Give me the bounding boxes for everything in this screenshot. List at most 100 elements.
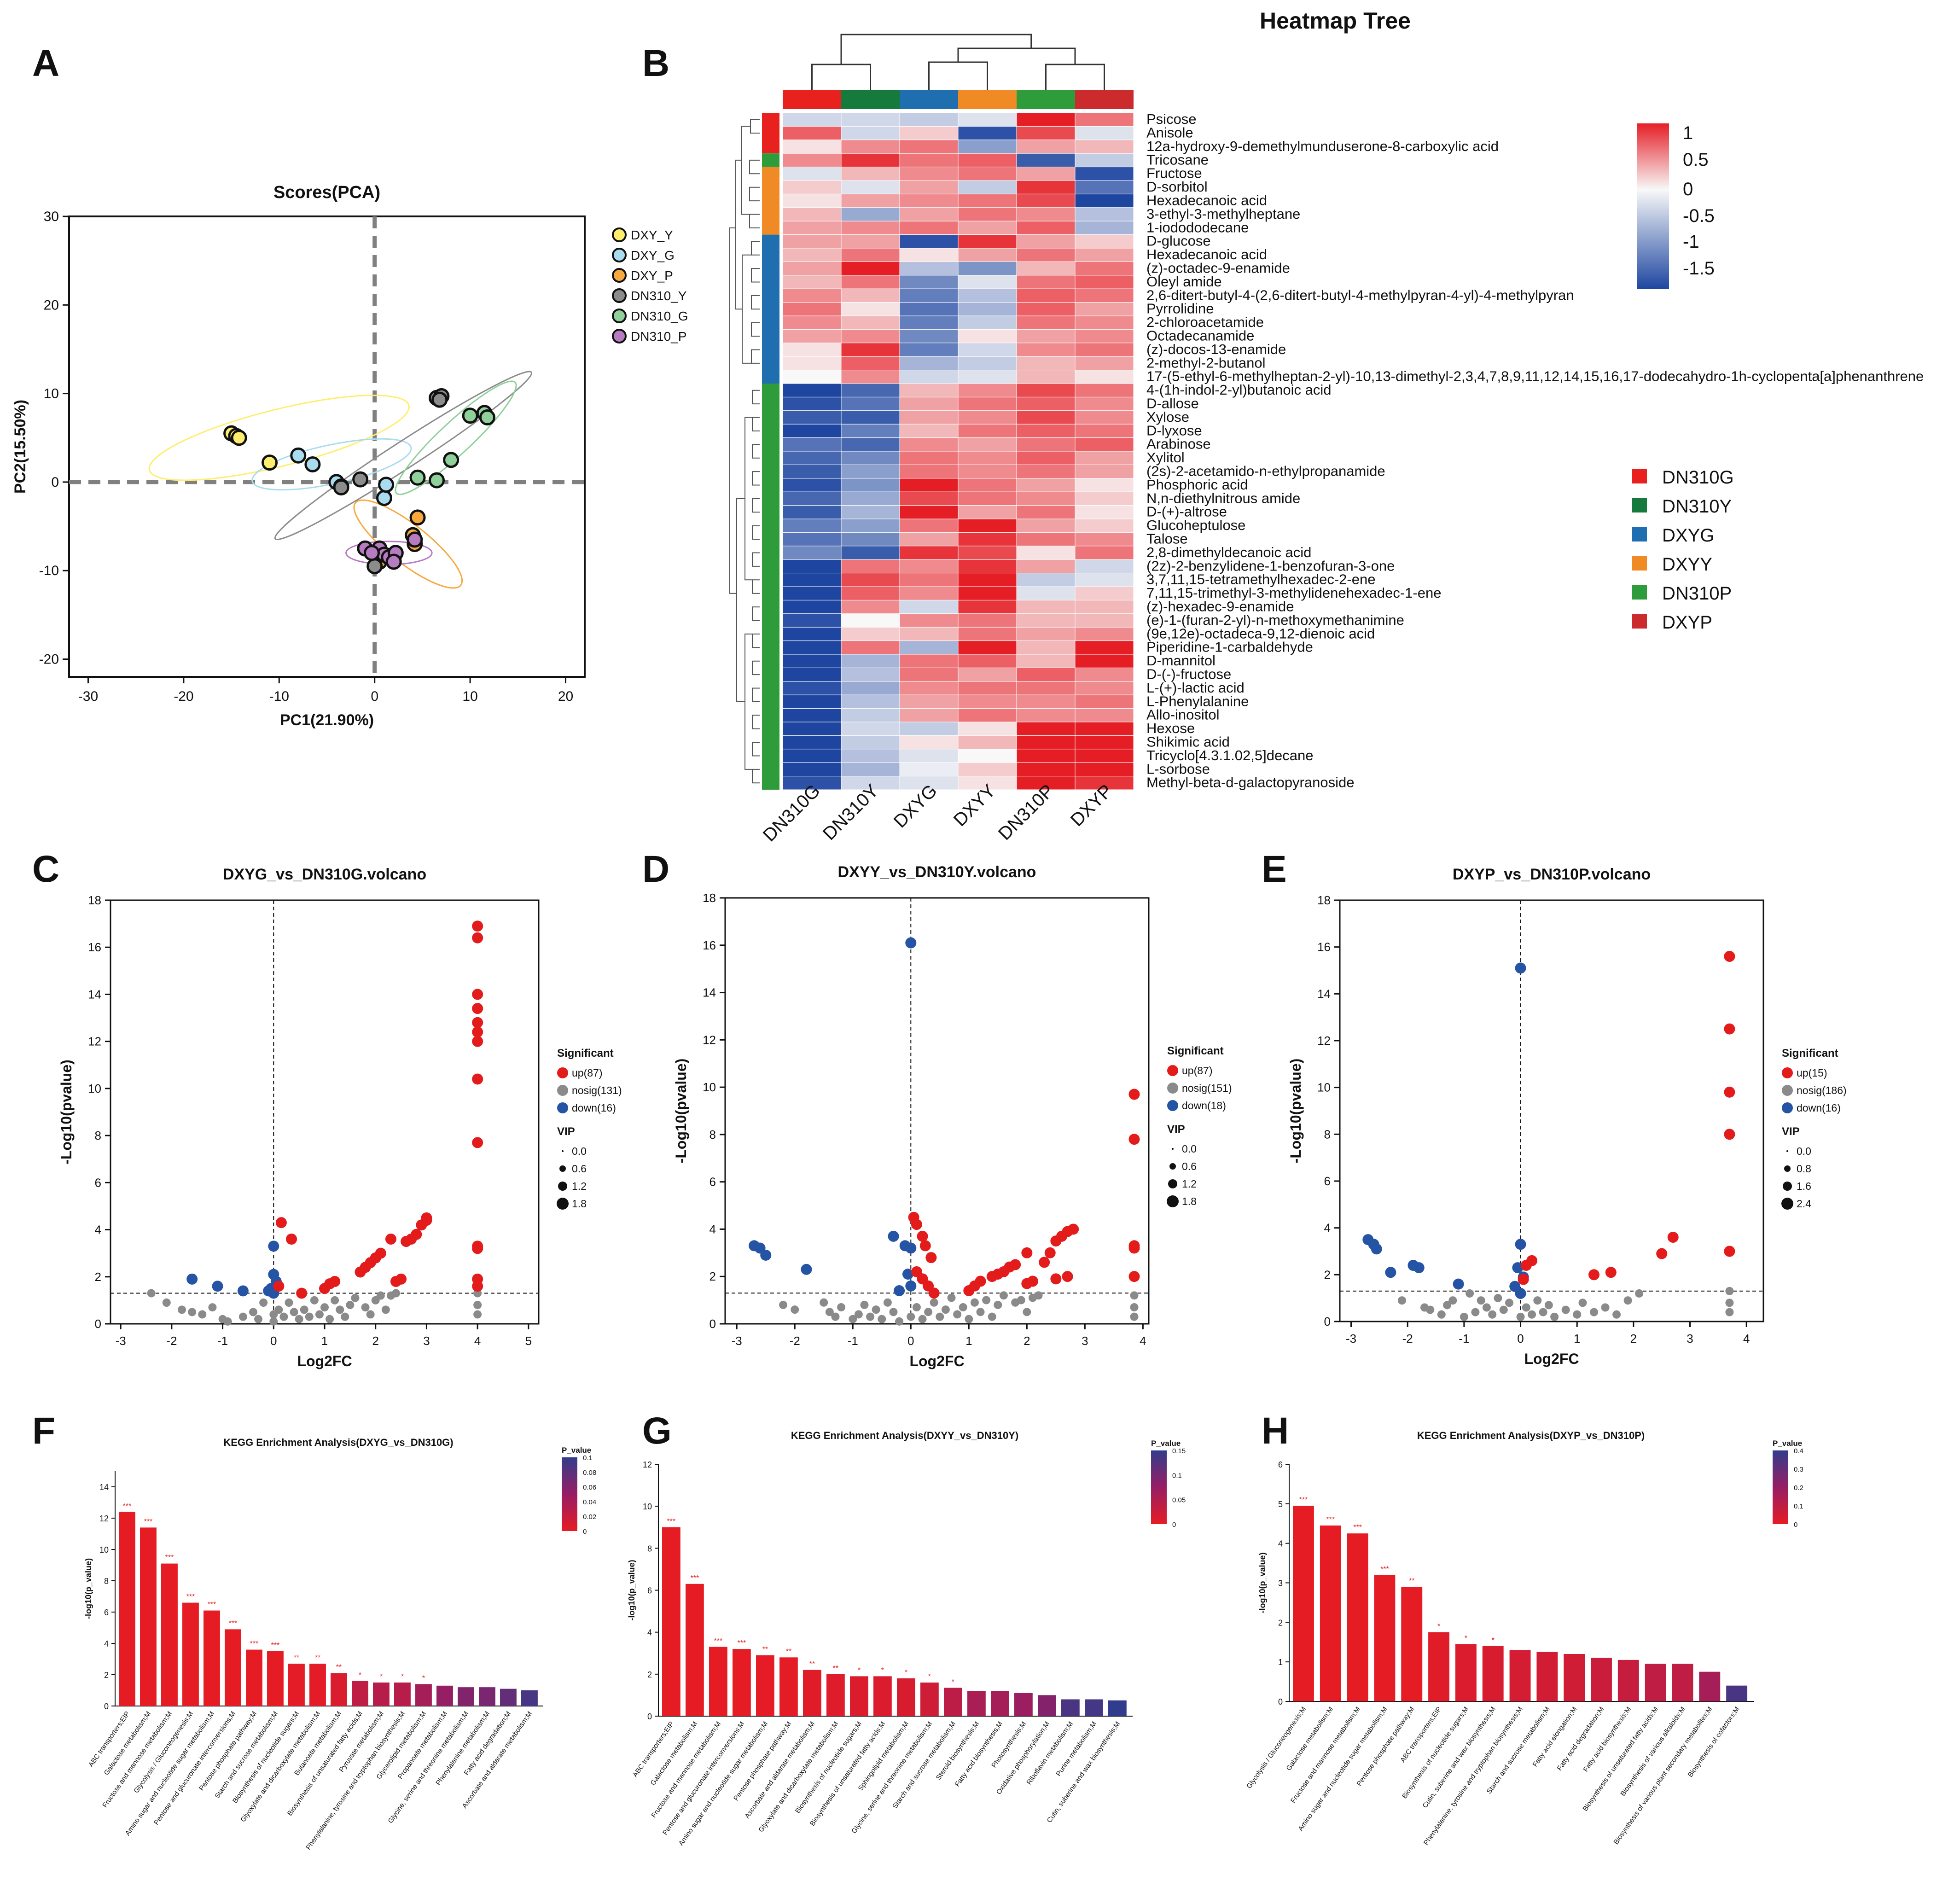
nosig-point — [889, 1308, 897, 1316]
group-legend-swatch — [1632, 556, 1647, 571]
heatmap-cell — [783, 384, 841, 397]
heatmap-cell — [958, 627, 1017, 640]
significance-stars: *** — [271, 1642, 280, 1649]
heatmap-cell — [958, 126, 1017, 140]
legend-title: Significant — [557, 1047, 614, 1060]
heatmap-cell — [1017, 235, 1075, 248]
row-dendrogram — [752, 553, 760, 566]
kegg-category-label: Steroid biosynthesis;M — [935, 1720, 981, 1782]
heatmap-cell — [1017, 153, 1075, 167]
pvalue-legend-tick: 0.2 — [1794, 1484, 1803, 1492]
pvalue-legend-tick: 0.4 — [1794, 1447, 1803, 1455]
up-point — [472, 1036, 483, 1047]
nosig-point — [361, 1303, 370, 1311]
legend-marker — [1782, 1102, 1793, 1113]
group-legend-label: DN310Y — [1662, 496, 1732, 517]
down-point — [894, 1285, 905, 1296]
up-point — [1021, 1247, 1032, 1258]
nosig-point — [1578, 1298, 1587, 1307]
nosig-point — [1539, 1308, 1547, 1316]
heatmap-cell — [1075, 627, 1134, 640]
row-dendrogram — [752, 634, 760, 647]
nosig-point — [953, 1310, 961, 1318]
up-point — [1724, 951, 1735, 962]
heatmap-cell — [900, 492, 958, 505]
up-point — [421, 1212, 432, 1223]
down-point — [905, 937, 916, 949]
volcano-ylabel: -Log10(pvalue) — [1287, 1059, 1304, 1164]
heatmap-cell — [1075, 140, 1134, 153]
heatmap-cell — [1017, 221, 1075, 234]
panel-letter-b: B — [642, 42, 669, 84]
row-dendrogram — [752, 580, 760, 593]
group-legend-label: DXYP — [1662, 612, 1712, 633]
nosig-point — [1624, 1296, 1632, 1304]
y-tick-label: 8 — [95, 1129, 101, 1142]
row-dendrogram — [737, 499, 745, 702]
y-tick-label: 5 — [1278, 1500, 1283, 1509]
heatmap-cell — [1017, 397, 1075, 410]
significance-stars: * — [1492, 1636, 1495, 1644]
heatmap-cell — [1017, 532, 1075, 546]
heatmap-row-label: Methyl-beta-d-galactopyranoside — [1146, 774, 1354, 791]
x-tick-label: 3 — [1687, 1332, 1693, 1345]
up-point — [1050, 1273, 1061, 1284]
pca-legend-label: DN310_Y — [631, 289, 687, 303]
kegg-category-label: Fatty acid degradation;M — [1556, 1706, 1606, 1772]
nosig-point — [965, 1315, 973, 1323]
volcano-title: DXYY_vs_DN310Y.volcano — [838, 863, 1036, 881]
nosig-point — [1130, 1291, 1138, 1299]
nosig-point — [948, 1293, 956, 1302]
nosig-point — [1398, 1296, 1406, 1304]
nosig-point — [1573, 1310, 1581, 1319]
panel-letter-h: H — [1262, 1410, 1289, 1452]
pca-legend-label: DXY_G — [631, 248, 675, 262]
kegg-bar — [394, 1683, 411, 1706]
down-point — [1385, 1267, 1396, 1278]
vip-marker — [559, 1165, 566, 1172]
kegg-bar — [944, 1688, 962, 1716]
heatmap-cell — [841, 303, 900, 316]
nosig-point — [259, 1298, 268, 1307]
kegg-bar — [1085, 1700, 1103, 1716]
vip-marker — [1167, 1195, 1179, 1207]
heatmap-cell — [1017, 627, 1075, 640]
heatmap-cell — [1017, 478, 1075, 492]
pvalue-legend-tick: 0.05 — [1172, 1496, 1186, 1504]
heatmap-cell — [1017, 492, 1075, 505]
heatmap-cell — [841, 519, 900, 532]
pvalue-legend-tick: 0 — [1172, 1521, 1176, 1529]
x-tick-label: 0 — [907, 1334, 914, 1348]
y-tick-label: 4 — [104, 1639, 109, 1648]
nosig-point — [959, 1303, 967, 1311]
heatmap-cell — [1017, 411, 1075, 424]
vip-marker — [1172, 1148, 1174, 1150]
pvalue-color-legend — [562, 1457, 577, 1531]
heatmap-cell — [1017, 600, 1075, 613]
heatmap-cell — [783, 627, 841, 640]
volcano-frame — [1340, 900, 1763, 1322]
heatmap-column-bar — [958, 90, 1017, 109]
pca-point — [430, 473, 444, 487]
heatmap-cell — [958, 235, 1017, 248]
heatmap-cell — [1075, 654, 1134, 668]
heatmap-cell — [900, 248, 958, 262]
heatmap-cell — [841, 600, 900, 613]
down-point — [1515, 1288, 1526, 1299]
heatmap-cell — [900, 208, 958, 221]
pca-xlabel: PC1(21.90%) — [280, 711, 374, 729]
kegg-bar — [826, 1674, 845, 1716]
pvalue-legend-tick: 0.3 — [1794, 1466, 1803, 1473]
heatmap-cell — [783, 654, 841, 668]
up-point — [929, 1287, 940, 1298]
heatmap-cell — [900, 668, 958, 681]
heatmap-cell — [900, 478, 958, 492]
nosig-point — [147, 1289, 156, 1298]
nosig-point — [930, 1298, 938, 1307]
up-point — [1724, 1246, 1735, 1257]
kegg-bar-chart: KEGG Enrichment Analysis(DXYP_vs_DN310P)… — [1245, 1430, 1803, 1846]
heatmap-cell — [841, 668, 900, 681]
nosig-point — [1590, 1308, 1598, 1316]
heatmap-cell — [900, 735, 958, 749]
kegg-bar — [1014, 1693, 1033, 1716]
